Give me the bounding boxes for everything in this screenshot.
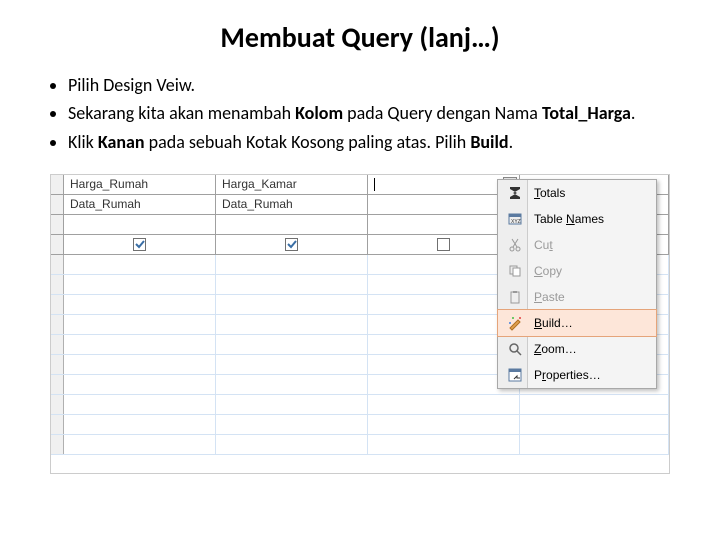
row-selector[interactable] <box>51 415 64 434</box>
bullet-list: Pilih Design Veiw. Sekarang kita akan me… <box>50 73 680 154</box>
bullet-bold: Build <box>470 131 508 153</box>
show-cell[interactable] <box>216 235 368 254</box>
row-selector[interactable] <box>51 195 64 214</box>
bullet-text: Klik <box>68 131 98 153</box>
or-cell[interactable] <box>216 295 368 314</box>
menu-item-label: Copy <box>528 264 650 278</box>
show-cell[interactable] <box>64 235 216 254</box>
tablenames-icon: XYZ <box>502 211 528 227</box>
or-cell[interactable] <box>64 335 216 354</box>
menu-item-copy: Copy <box>498 258 656 284</box>
or-cell[interactable] <box>368 435 520 454</box>
paste-icon <box>502 289 528 305</box>
bullet-bold: Kanan <box>98 131 145 153</box>
bullet-text: Sekarang kita akan menambah <box>68 102 295 124</box>
context-menu: Totals XYZ Table Names Cut Copy Paste Build… Zo… <box>497 179 657 389</box>
row-selector[interactable] <box>51 295 64 314</box>
menu-item-label: Table Names <box>528 212 650 226</box>
bullet-item: Sekarang kita akan menambah Kolom pada Q… <box>68 101 680 125</box>
or-cell[interactable] <box>64 295 216 314</box>
row-selector[interactable] <box>51 255 64 274</box>
or-cell[interactable] <box>216 355 368 374</box>
svg-text:XYZ: XYZ <box>511 219 521 225</box>
query-design-screenshot: Harga_Rumah Harga_Kamar Data_Rumah Data_… <box>50 174 670 474</box>
grid-row-or <box>51 415 669 435</box>
row-selector[interactable] <box>51 215 64 234</box>
slide-title: Membuat Query (lanj…) <box>40 20 680 55</box>
or-cell[interactable] <box>216 315 368 334</box>
show-checkbox[interactable] <box>133 238 146 251</box>
bullet-bold: Total_Harga <box>542 102 631 124</box>
row-selector[interactable] <box>51 335 64 354</box>
grid-row-or <box>51 395 669 415</box>
row-selector[interactable] <box>51 435 64 454</box>
or-cell[interactable] <box>64 415 216 434</box>
bullet-bold: Kolom <box>295 102 343 124</box>
or-cell[interactable] <box>64 375 216 394</box>
sort-cell[interactable] <box>64 215 216 234</box>
menu-item-cut: Cut <box>498 232 656 258</box>
or-cell[interactable] <box>64 355 216 374</box>
row-selector[interactable] <box>51 395 64 414</box>
bullet-item: Pilih Design Veiw. <box>68 73 680 97</box>
menu-item-label: Paste <box>528 290 650 304</box>
row-selector[interactable] <box>51 355 64 374</box>
row-selector[interactable] <box>51 375 64 394</box>
field-cell[interactable]: Harga_Kamar <box>216 175 368 194</box>
or-cell[interactable] <box>520 395 669 414</box>
row-selector[interactable] <box>51 235 64 254</box>
row-selector[interactable] <box>51 315 64 334</box>
show-checkbox[interactable] <box>285 238 298 251</box>
or-cell[interactable] <box>216 435 368 454</box>
bullet-item: Klik Kanan pada sebuah Kotak Kosong pali… <box>68 130 680 154</box>
table-cell[interactable]: Data_Rumah <box>216 195 368 214</box>
menu-item-build[interactable]: Build… <box>497 309 657 337</box>
or-cell[interactable] <box>64 435 216 454</box>
bullet-text: Pilih Design Veiw. <box>68 74 195 96</box>
sort-cell[interactable] <box>216 215 368 234</box>
criteria-cell[interactable] <box>64 255 216 274</box>
menu-item-label: Build… <box>528 316 650 330</box>
properties-icon <box>502 367 528 383</box>
row-selector[interactable] <box>51 275 64 294</box>
copy-icon <box>502 263 528 279</box>
zoom-icon <box>502 341 528 357</box>
or-cell[interactable] <box>520 415 669 434</box>
bullet-text: . <box>509 131 514 153</box>
criteria-cell[interactable] <box>216 255 368 274</box>
menu-item-label: Totals <box>528 186 650 200</box>
or-cell[interactable] <box>64 315 216 334</box>
or-cell[interactable] <box>216 275 368 294</box>
show-checkbox[interactable] <box>437 238 450 251</box>
or-cell[interactable] <box>64 275 216 294</box>
menu-item-tablenames[interactable]: XYZ Table Names <box>498 206 656 232</box>
or-cell[interactable] <box>64 395 216 414</box>
menu-item-zoom[interactable]: Zoom… <box>498 336 656 362</box>
text-cursor <box>374 178 375 191</box>
menu-item-label: Properties… <box>528 368 650 382</box>
or-cell[interactable] <box>520 435 669 454</box>
bullet-text: pada sebuah Kotak Kosong paling atas. Pi… <box>145 131 471 153</box>
field-cell[interactable]: Harga_Rumah <box>64 175 216 194</box>
grid-row-or <box>51 435 669 455</box>
bullet-text: pada Query dengan Nama <box>343 102 542 124</box>
row-selector[interactable] <box>51 175 64 194</box>
or-cell[interactable] <box>216 375 368 394</box>
or-cell[interactable] <box>216 395 368 414</box>
menu-item-paste: Paste <box>498 284 656 310</box>
menu-item-label: Zoom… <box>528 342 650 356</box>
bullet-text: . <box>631 102 636 124</box>
menu-item-label: Cut <box>528 238 650 252</box>
table-cell[interactable]: Data_Rumah <box>64 195 216 214</box>
totals-icon <box>502 185 528 201</box>
or-cell[interactable] <box>216 415 368 434</box>
menu-item-totals[interactable]: Totals <box>498 180 656 206</box>
or-cell[interactable] <box>216 335 368 354</box>
or-cell[interactable] <box>368 415 520 434</box>
or-cell[interactable] <box>368 395 520 414</box>
menu-item-properties[interactable]: Properties… <box>498 362 656 388</box>
build-icon <box>502 315 528 331</box>
cut-icon <box>502 237 528 253</box>
